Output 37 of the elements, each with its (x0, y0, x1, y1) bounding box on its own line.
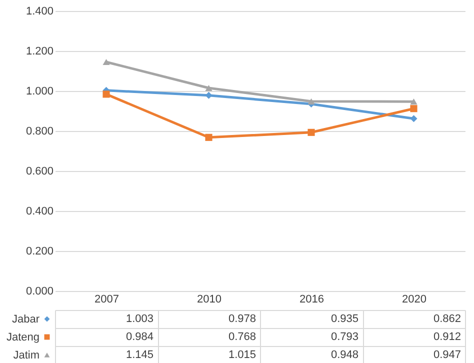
point (205, 92, 212, 99)
legend-label: Jateng (6, 332, 40, 344)
y-tick-label: 0.000 (26, 286, 54, 298)
data-label: 0.947 (433, 349, 461, 361)
data-label: 0.793 (330, 331, 358, 343)
point (308, 128, 315, 136)
data-label: 0.768 (228, 331, 256, 343)
point (410, 115, 418, 122)
point (410, 105, 418, 112)
data-label: 0.948 (330, 349, 358, 361)
x-tick-label: 2016 (300, 294, 324, 306)
y-tick-label: 0.400 (26, 206, 54, 218)
data-label: 1.145 (126, 349, 154, 361)
point (102, 58, 110, 66)
point (410, 98, 418, 105)
data-label: 1.003 (126, 313, 154, 325)
data-label: 0.978 (228, 313, 256, 325)
x-tick-label: 2020 (402, 294, 426, 306)
x-tick-label: 2010 (197, 294, 222, 306)
data-label: 0.935 (330, 313, 358, 325)
legend-label: Jatim (13, 350, 40, 362)
y-tick-label: 1.200 (26, 46, 54, 58)
data-label: 1.015 (228, 349, 256, 361)
y-tick-label: 1.400 (26, 6, 54, 18)
point (205, 134, 212, 141)
y-tick-label: 1.000 (26, 86, 54, 98)
point (205, 84, 212, 92)
data-label: 0.912 (433, 331, 461, 343)
y-tick-label: 0.600 (26, 166, 54, 178)
legend-label: Jabar (12, 314, 40, 326)
point (308, 98, 315, 104)
y-tick-label: 0.200 (26, 246, 54, 258)
data-label: 0.984 (126, 331, 154, 343)
y-tick-label: 0.800 (26, 126, 54, 138)
x-tick-label: 2007 (94, 294, 119, 306)
data-label: 0.862 (433, 313, 461, 325)
point (102, 90, 110, 98)
